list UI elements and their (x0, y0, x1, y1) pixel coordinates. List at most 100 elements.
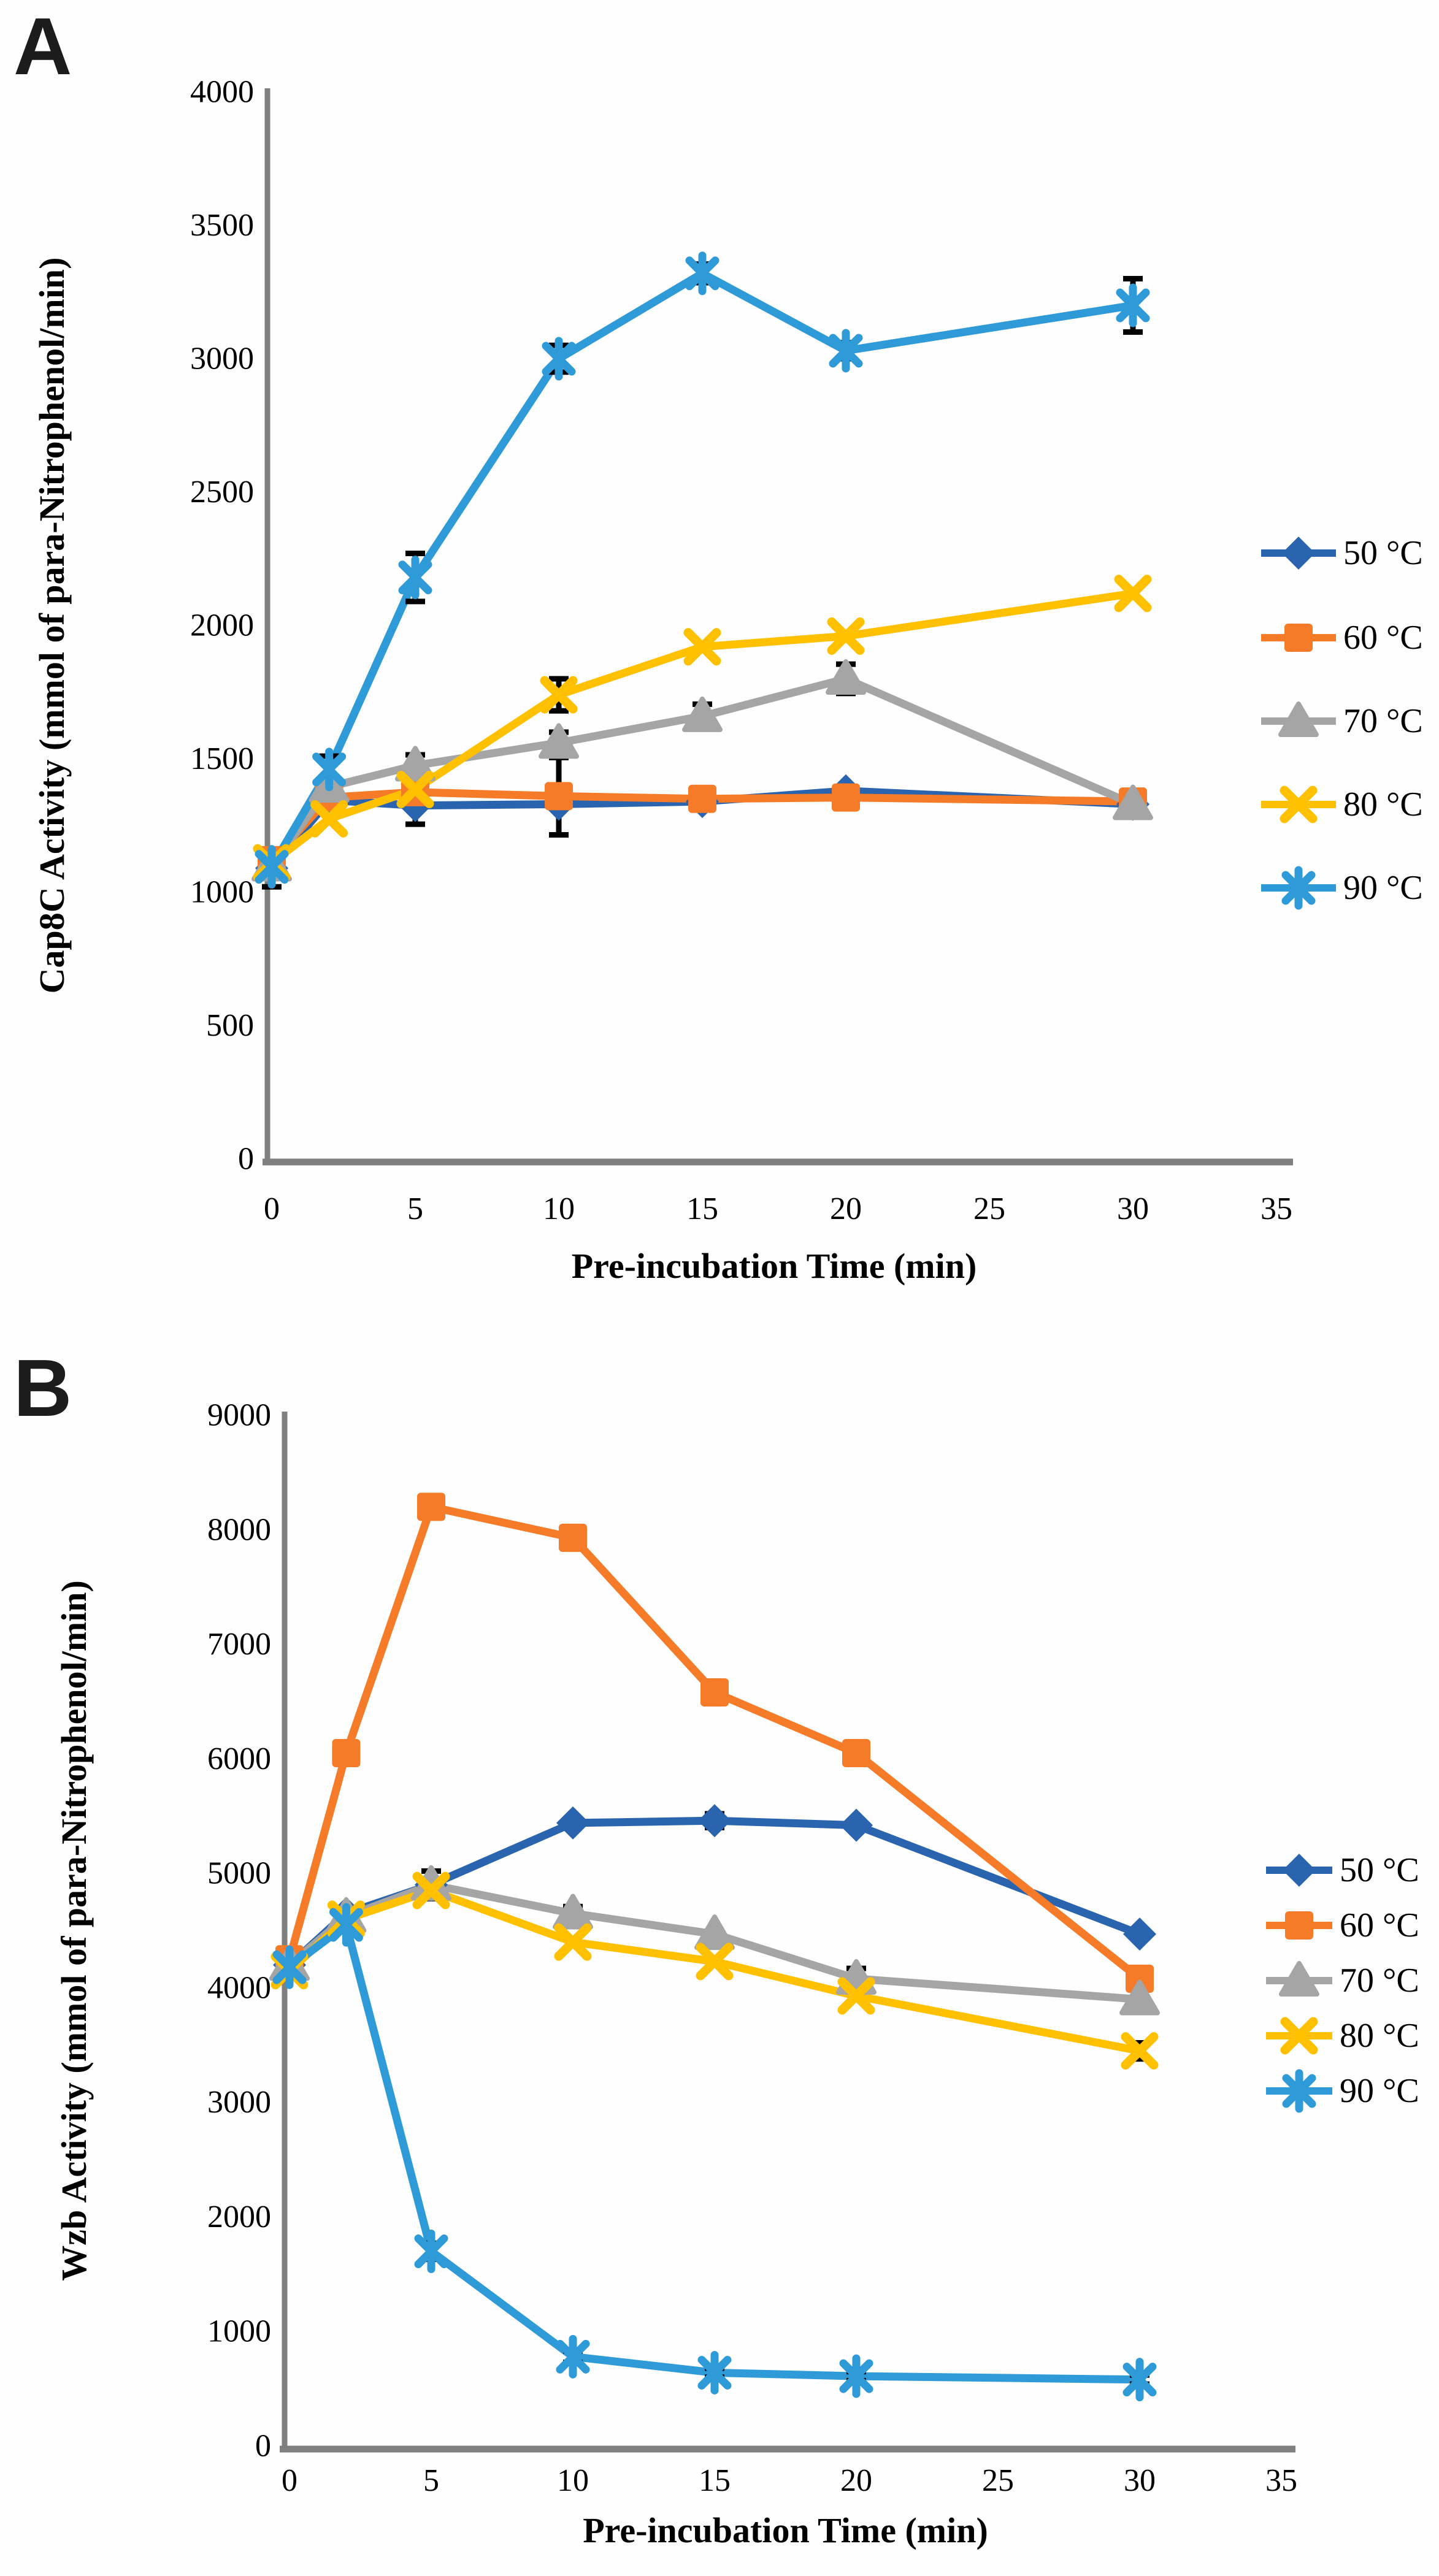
marker-square (700, 1678, 729, 1707)
panel-label-b: B (13, 1343, 74, 1433)
marker-star (685, 251, 720, 296)
x-tick-labels: 0 5 10 15 20 25 30 35 (282, 2463, 1297, 2498)
marker-square (545, 782, 573, 811)
y-tick-label: 3000 (207, 2085, 271, 2120)
y-tick-labels: 0 500 1000 1500 2000 2500 3000 3500 4000 (190, 75, 254, 1177)
x-tick-label: 15 (699, 2463, 731, 2498)
x-tick-label: 25 (982, 2463, 1014, 2498)
legend-label: 70 °C (1340, 1962, 1419, 2000)
marker-star (829, 329, 863, 373)
marker-triangle (694, 1914, 735, 1951)
y-tick-label: 1500 (190, 741, 254, 776)
x-tick-label: 35 (1265, 2463, 1297, 2498)
y-tick-label: 6000 (207, 1741, 271, 1776)
y-tick-label: 2500 (190, 475, 254, 510)
y-axis-title: Cap8C Activity (mmol of para-Nitrophenol… (32, 258, 72, 994)
marker-square (417, 1492, 445, 1521)
marker-x (837, 1977, 875, 2015)
legend-marker-diamond (1282, 537, 1315, 570)
legend-label: 80 °C (1340, 2017, 1419, 2055)
legend: 50 °C 60 °C 70 °C 80 °C 90 °C (1261, 534, 1423, 910)
legend-label: 90 °C (1343, 869, 1423, 907)
legend-label: 70 °C (1343, 702, 1423, 740)
x-tick-label: 10 (557, 2463, 589, 2498)
y-tick-label: 2000 (190, 608, 254, 643)
legend-label: 60 °C (1343, 619, 1423, 657)
marker-triangle (1119, 1979, 1160, 2016)
marker-x (683, 628, 721, 666)
y-tick-label: 4000 (190, 75, 254, 110)
marker-triangle (539, 723, 579, 759)
legend-marker-star (1282, 2069, 1316, 2113)
legend-label: 90 °C (1340, 2072, 1419, 2110)
y-tick-label: 2000 (207, 2200, 271, 2234)
marker-square (842, 1738, 870, 1767)
marker-x (412, 1871, 450, 1909)
legend: 50 °C 60 °C 70 °C 80 °C 90 °C (1266, 1851, 1419, 2113)
legend-label: 50 °C (1343, 534, 1423, 572)
marker-triangle (1113, 784, 1153, 820)
x-tick-label: 30 (1117, 1191, 1149, 1226)
marker-diamond (698, 1804, 731, 1838)
y-tick-label: 1000 (207, 2314, 271, 2349)
x-tick-label: 20 (840, 2463, 872, 2498)
legend-marker-triangle (1279, 1961, 1319, 1997)
legend-marker-diamond (1283, 1854, 1316, 1887)
marker-star (839, 2354, 873, 2398)
y-tick-labels: 0 1000 2000 3000 4000 5000 6000 7000 8000 9000 (207, 1398, 271, 2464)
marker-star (697, 2350, 732, 2394)
cap8c-activity-chart: 0 500 1000 1500 2000 2500 3000 3500 4000 0 5 10 15 20… (32, 75, 1423, 1286)
marker-star (255, 845, 289, 889)
marker-star (1122, 2358, 1157, 2402)
marker-star (272, 1945, 307, 1989)
marker-square (1126, 1964, 1154, 1993)
y-tick-label: 500 (206, 1008, 254, 1043)
marker-star (398, 556, 432, 600)
marker-star (329, 1903, 363, 1947)
marker-triangle (826, 659, 866, 695)
y-axis-title: Wzb Activity (mmol of para-Nitrophenol/m… (54, 1580, 94, 2281)
marker-square (832, 783, 860, 812)
legend-label: 60 °C (1340, 1906, 1419, 1944)
series-4-markers (272, 1903, 1157, 2402)
marker-square (332, 1738, 361, 1767)
marker-x (1121, 2032, 1159, 2070)
legend-marker-square (1285, 1911, 1313, 1940)
marker-star (414, 2229, 448, 2273)
x-tick-label: 5 (407, 1191, 423, 1226)
x-tick-label: 15 (686, 1191, 718, 1226)
y-tick-label: 3000 (190, 342, 254, 376)
marker-x (827, 617, 865, 655)
y-tick-label: 7000 (207, 1627, 271, 1662)
marker-triangle (553, 1894, 593, 1930)
x-tick-label: 25 (973, 1191, 1005, 1226)
legend-marker-x (1280, 2017, 1318, 2055)
x-tick-label: 35 (1261, 1191, 1292, 1226)
y-tick-label: 9000 (207, 1398, 271, 1433)
legend-label: 50 °C (1340, 1851, 1419, 1889)
wzb-activity-chart: 0 1000 2000 3000 4000 5000 6000 7000 8000 9000 0 5 1… (54, 1398, 1419, 2551)
x-tick-label: 30 (1124, 2463, 1156, 2498)
x-tick-labels: 0 5 10 15 20 25 30 35 (264, 1191, 1292, 1226)
marker-diamond (1123, 1917, 1156, 1951)
marker-diamond (840, 1808, 873, 1842)
marker-triangle (682, 696, 723, 732)
series-4-markers (255, 251, 1150, 889)
x-tick-label: 0 (282, 2463, 297, 2498)
marker-diamond (556, 1806, 589, 1840)
panel-label-a: A (13, 1, 74, 91)
marker-star (542, 337, 576, 381)
y-tick-label: 4000 (207, 1970, 271, 2005)
y-tick-label: 5000 (207, 1856, 271, 1891)
x-tick-label: 20 (830, 1191, 862, 1226)
legend-marker-square (1284, 624, 1313, 652)
y-tick-label: 0 (238, 1142, 254, 1177)
marker-square (559, 1523, 587, 1552)
y-tick-label: 3500 (190, 208, 254, 243)
marker-x (554, 1923, 592, 1961)
x-axis-title: Pre-incubation Time (min) (572, 1246, 977, 1286)
x-tick-label: 10 (543, 1191, 575, 1226)
y-tick-label: 1000 (190, 875, 254, 910)
marker-x (310, 800, 348, 838)
